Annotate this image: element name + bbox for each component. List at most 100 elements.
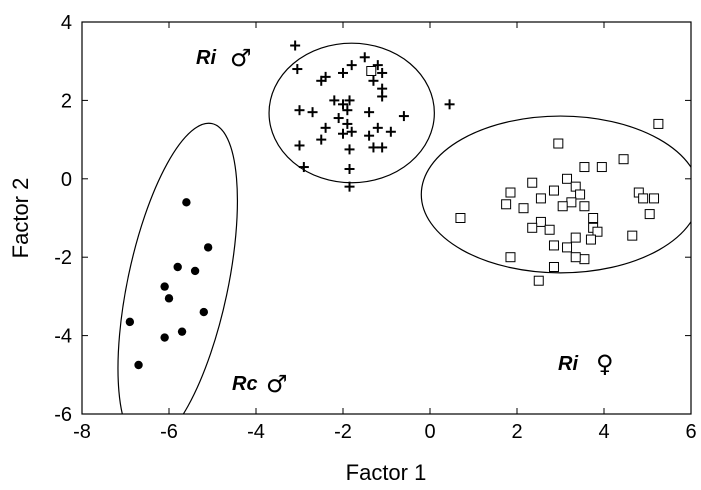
point-open-square	[562, 173, 573, 184]
point-plus	[377, 142, 388, 153]
point-open-square	[535, 193, 546, 204]
point-open-square	[557, 201, 568, 212]
ri-male-label: Ri	[196, 47, 216, 69]
point-plus	[346, 60, 357, 71]
point-plus	[294, 140, 305, 151]
point-open-square	[527, 222, 538, 233]
point-plus	[364, 107, 375, 118]
point-plus	[316, 134, 327, 145]
point-plus	[359, 52, 370, 63]
x-tick-label: -2	[334, 421, 352, 443]
point-plus	[338, 67, 348, 78]
x-axis-label: Factor 1	[346, 460, 427, 485]
point-filled-circle	[203, 243, 213, 252]
point-open-square	[455, 213, 466, 223]
point-open-square	[649, 193, 660, 204]
x-tick-label: 6	[685, 421, 696, 443]
point-open-square	[505, 252, 516, 263]
point-open-square	[562, 242, 573, 253]
point-plus	[292, 64, 303, 75]
point-plus	[372, 60, 383, 71]
point-open-square	[570, 252, 581, 263]
point-open-square	[638, 193, 649, 204]
point-open-square	[366, 66, 377, 76]
point-open-square	[548, 262, 559, 272]
group-ellipses	[117, 42, 691, 414]
point-plus	[344, 144, 355, 155]
y-tick-label: 2	[61, 90, 72, 112]
point-plus	[344, 181, 355, 192]
point-open-square	[518, 203, 529, 214]
point-plus	[368, 75, 379, 86]
point-open-square	[535, 216, 546, 227]
point-filled-circle	[199, 307, 208, 317]
point-plus	[333, 113, 344, 124]
point-open-square	[548, 240, 559, 251]
point-filled-circle	[164, 294, 174, 303]
point-open-square	[579, 162, 590, 173]
x-tick-label: 2	[511, 421, 522, 443]
point-plus	[338, 128, 348, 139]
point-plus	[444, 99, 455, 110]
point-open-square	[585, 234, 596, 245]
point-plus	[342, 105, 353, 116]
point-plus	[329, 95, 340, 106]
point-filled-circle	[160, 333, 169, 342]
point-plus	[320, 122, 331, 133]
point-plus	[346, 126, 357, 137]
point-plus	[342, 118, 353, 129]
point-open-square	[627, 230, 638, 241]
point-open-square	[644, 209, 655, 220]
point-plus	[344, 164, 355, 174]
x-tick-label: 0	[424, 421, 435, 443]
y-tick-label: -4	[54, 326, 72, 348]
group-ellipse-2	[420, 115, 691, 274]
point-plus	[307, 107, 318, 118]
data-points	[125, 40, 664, 370]
point-filled-circle	[125, 317, 135, 327]
point-open-square	[592, 226, 603, 237]
point-filled-circle	[160, 282, 169, 291]
point-open-square	[527, 177, 538, 188]
point-plus	[290, 40, 301, 51]
point-plus	[377, 67, 388, 78]
point-filled-circle	[182, 198, 191, 207]
point-open-square	[579, 254, 590, 265]
point-filled-circle	[177, 327, 187, 336]
group-ellipse-0	[117, 122, 239, 414]
point-open-square	[505, 187, 516, 198]
point-open-square	[566, 197, 577, 208]
point-plus	[385, 126, 396, 137]
point-open-square	[575, 189, 586, 200]
point-open-square	[570, 232, 581, 243]
y-tick-label: 4	[61, 12, 72, 34]
x-tick-label: -6	[160, 421, 178, 443]
x-tick-label: -8	[73, 421, 91, 443]
point-open-square	[596, 162, 607, 173]
ri-male-symbol: ♂	[230, 44, 252, 72]
point-open-square	[588, 213, 599, 223]
group-ellipse-1	[268, 42, 435, 184]
point-plus	[372, 122, 383, 133]
point-plus	[298, 162, 309, 173]
y-tick-label: -2	[54, 247, 72, 269]
x-tick-label: -4	[247, 421, 265, 443]
rc-male-symbol: ♂	[266, 370, 288, 398]
point-open-square	[548, 185, 559, 196]
rc-male-label: Rc	[232, 373, 258, 395]
point-plus	[368, 142, 379, 153]
x-tick-label: 4	[598, 421, 609, 443]
y-tick-label: 0	[61, 169, 72, 191]
point-open-square	[653, 118, 664, 129]
point-filled-circle	[190, 266, 200, 276]
ri-female-label: Ri	[558, 353, 578, 375]
point-filled-circle	[173, 262, 182, 272]
point-plus	[294, 105, 305, 116]
ri-female-symbol: ♀	[596, 350, 614, 378]
point-open-square	[544, 224, 555, 235]
point-open-square	[579, 201, 590, 212]
point-plus	[377, 91, 388, 102]
y-tick-label: -6	[54, 404, 72, 426]
